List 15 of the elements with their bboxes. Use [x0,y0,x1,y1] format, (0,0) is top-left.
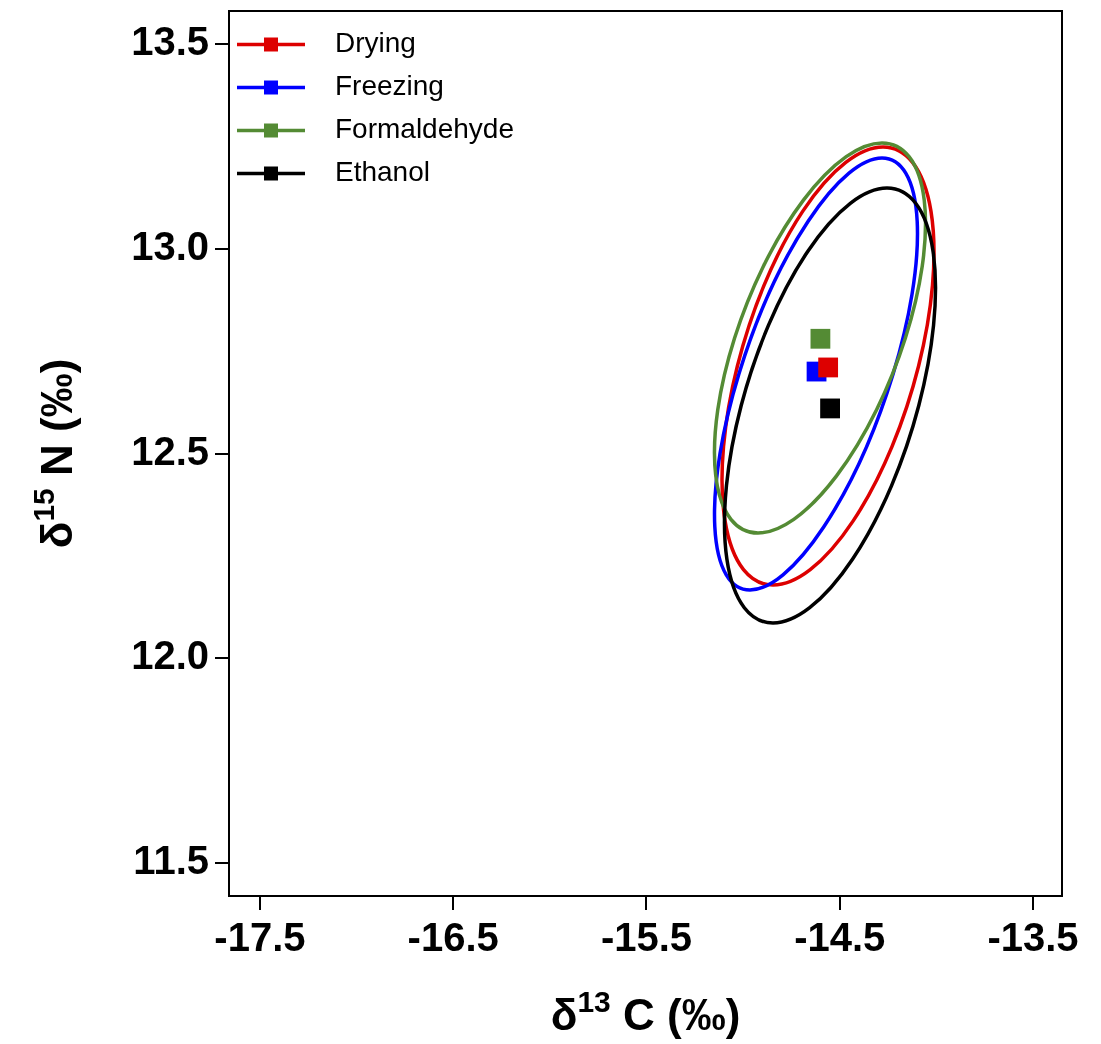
y-axis-title: δ15 N (‰) [26,358,81,549]
y-tick-label: 11.5 [133,838,209,883]
x-tick-label: -16.5 [407,915,499,960]
y-tick-label: 12.0 [131,633,209,678]
legend-label: Formaldehyde [335,113,514,145]
legend-label: Freezing [335,70,444,102]
y-tick-label: 12.5 [131,428,209,473]
x-tick-label: -15.5 [600,915,693,960]
x-tick-label: -17.5 [214,915,306,960]
legend-label: Drying [335,27,416,59]
x-tick-label: -13.5 [987,915,1079,960]
y-tick-label: 13.5 [131,18,209,63]
y-tick-label: 13.0 [131,223,209,268]
x-tick-label: -14.5 [794,915,886,960]
legend-label: Ethanol [335,156,430,188]
